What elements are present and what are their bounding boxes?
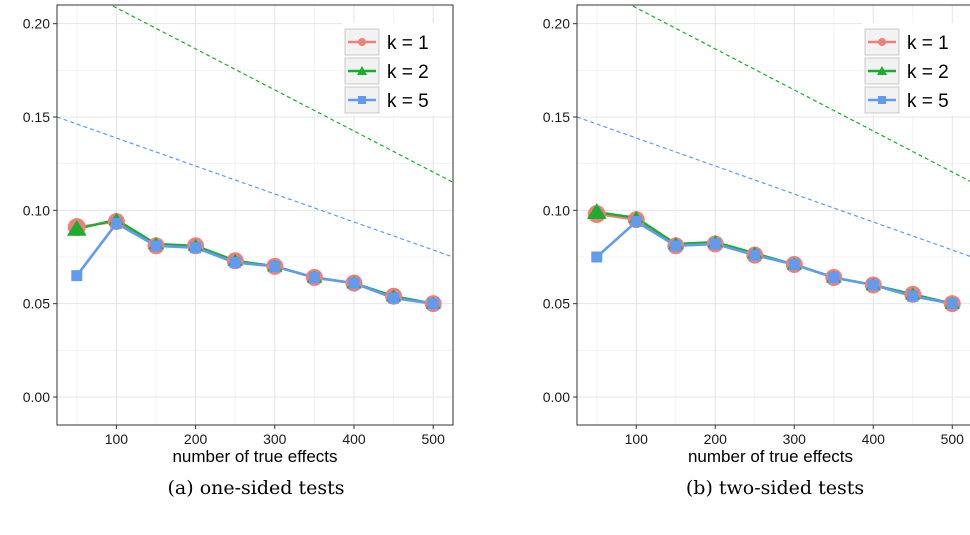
reference-line <box>109 5 453 183</box>
data-point <box>630 216 642 228</box>
data-point <box>66 220 87 236</box>
legend-key-marker <box>878 96 886 104</box>
legend-label: k = 5 <box>907 91 949 112</box>
legend-key-marker <box>358 38 366 46</box>
data-point <box>591 251 603 263</box>
y-tick-label: 0.10 <box>23 202 50 218</box>
legend-label: k = 1 <box>907 33 949 54</box>
legend-label: k = 5 <box>387 91 429 112</box>
data-point <box>190 242 202 254</box>
y-tick-label: 0.20 <box>23 16 50 32</box>
legend: k = 1 k = 2 k = 5 <box>342 23 452 115</box>
legend-key-marker <box>878 38 886 46</box>
legend-label: k = 2 <box>387 62 429 83</box>
data-point <box>388 292 400 304</box>
x-tick-label: 200 <box>184 431 208 447</box>
y-tick-label: 0.20 <box>543 16 570 32</box>
legend-item: k = 1 <box>864 28 949 56</box>
y-tick-label: 0.00 <box>23 389 50 405</box>
data-point <box>586 203 607 219</box>
legend-label: k = 1 <box>387 33 429 54</box>
data-point <box>709 238 721 250</box>
x-tick-label: 400 <box>342 431 366 447</box>
data-point <box>946 298 958 310</box>
x-axis-title: number of true effects <box>688 447 853 466</box>
data-point <box>269 260 281 272</box>
y-tick-label: 0.15 <box>23 109 50 125</box>
x-tick-label: 500 <box>422 431 446 447</box>
legend-item: k = 2 <box>864 57 949 85</box>
legend-item: k = 5 <box>864 86 949 114</box>
panel-caption: (a) one-sided tests <box>168 477 345 499</box>
y-tick-label: 0.05 <box>543 296 570 312</box>
x-tick-label: 500 <box>941 431 965 447</box>
data-point <box>150 240 162 252</box>
legend-item: k = 5 <box>344 86 429 114</box>
data-point <box>229 257 241 269</box>
data-point <box>427 298 439 310</box>
panel-one-sided: 0.00 0.05 0.10 0.15 0.20 100 200 300 400 500 numbe… <box>23 4 454 499</box>
y-tick-label: 0.10 <box>543 202 570 218</box>
y-tick-label: 0.00 <box>543 389 570 405</box>
data-point <box>348 277 360 289</box>
x-tick-label: 300 <box>783 431 807 447</box>
data-point <box>670 240 682 252</box>
x-tick-label: 400 <box>862 431 886 447</box>
y-tick-label: 0.05 <box>23 296 50 312</box>
data-point <box>867 279 879 291</box>
x-tick-label: 100 <box>105 431 129 447</box>
plot-area <box>577 5 970 313</box>
series-line <box>75 222 434 305</box>
legend: k = 1 k = 2 k = 5 <box>862 23 970 115</box>
data-point <box>788 258 800 270</box>
reference-line <box>57 116 453 258</box>
legend-item: k = 2 <box>344 57 429 85</box>
plot-frame <box>576 4 970 426</box>
legend-label: k = 2 <box>907 62 949 83</box>
plot-frame <box>56 4 454 426</box>
panel-caption: (b) two-sided tests <box>686 477 864 499</box>
legend-key-marker <box>358 96 366 104</box>
data-point <box>71 270 83 282</box>
legend-key-marker <box>877 66 887 75</box>
series-line <box>595 220 953 305</box>
data-point <box>907 290 919 302</box>
plot-area <box>57 5 453 313</box>
x-tick-label: 200 <box>704 431 728 447</box>
y-tick-label: 0.15 <box>543 109 570 125</box>
x-axis-title: number of true effects <box>172 447 337 466</box>
x-tick-label: 100 <box>625 431 649 447</box>
x-tick-label: 300 <box>263 431 287 447</box>
data-point <box>308 272 320 284</box>
panel-two-sided: 0.00 0.05 0.10 0.15 0.20 100 200 300 400 500 numbe… <box>543 4 970 499</box>
data-point <box>749 249 761 261</box>
data-point <box>110 217 122 229</box>
legend-item: k = 1 <box>344 28 429 56</box>
data-point <box>828 272 840 284</box>
legend-key-marker <box>357 66 367 75</box>
